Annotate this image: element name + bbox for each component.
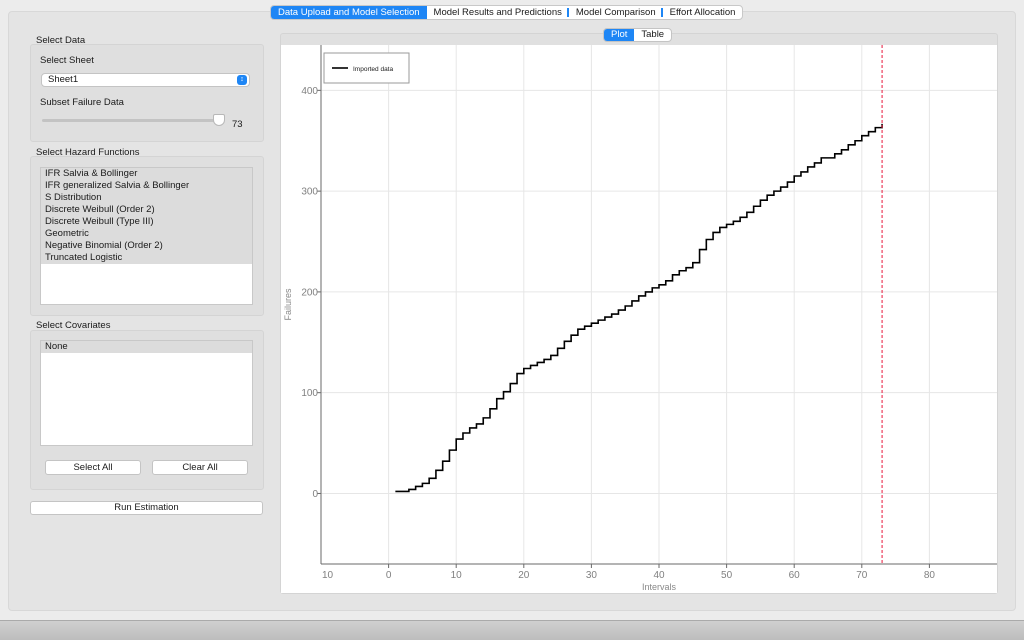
y-tick-label: 0 <box>312 489 318 500</box>
x-tick-label: 60 <box>789 570 801 581</box>
table-view-button[interactable]: Table <box>641 29 665 40</box>
x-tick-label: 70 <box>856 570 868 581</box>
y-tick-label: 400 <box>301 86 318 97</box>
hazard-functions-title: Select Hazard Functions <box>36 147 140 158</box>
view-toggle: Plot Table <box>603 28 673 42</box>
x-tick-label: 80 <box>924 570 936 581</box>
select-data-group <box>30 44 264 142</box>
hazard-item-7[interactable]: Truncated Logistic <box>41 252 252 264</box>
tab-effort-allocation[interactable]: Effort Allocation <box>669 7 736 18</box>
plot-view-button[interactable]: Plot <box>604 29 635 41</box>
hazard-item-2[interactable]: S Distribution <box>41 192 252 204</box>
y-tick-label: 300 <box>301 187 318 198</box>
tab-model-results[interactable]: Model Results and Predictions <box>427 6 570 19</box>
x-axis-label: Intervals <box>642 582 677 592</box>
covariate-item-0[interactable]: None <box>41 341 252 353</box>
y-axis-label: Failures <box>283 288 293 321</box>
x-tick-label: 50 <box>721 570 733 581</box>
subset-value: 73 <box>232 119 243 130</box>
failures-chart: 0 10 20 30 40 50 60 70 80100100200300400Interval… <box>283 45 997 592</box>
hazard-item-5[interactable]: Geometric <box>41 228 252 240</box>
legend-label: Imported data <box>353 66 393 73</box>
subset-slider-track[interactable] <box>42 119 222 122</box>
x-tick-label: 40 <box>653 570 665 581</box>
tab-data-upload[interactable]: Data Upload and Model Selection <box>271 6 427 19</box>
x-tick-label: 0 <box>386 570 392 581</box>
hazard-functions-list[interactable]: IFR Salvia & Bollinger IFR generalized Sa… <box>40 167 253 305</box>
hazard-item-4[interactable]: Discrete Weibull (Type III) <box>41 216 252 228</box>
select-all-button[interactable]: Select All <box>45 460 141 475</box>
x-tick-label: 20 <box>518 570 530 581</box>
chevron-updown-icon: ↕ <box>237 75 247 85</box>
covariates-list[interactable]: None <box>40 340 253 446</box>
plot-canvas: 0 10 20 30 40 50 60 70 80 10 0 100 200 300 400 Interval… <box>281 45 997 593</box>
y-tick-label: 200 <box>301 287 318 298</box>
x-tick-label: 30 <box>586 570 598 581</box>
main-tab-bar: Data Upload and Model Selection Model Re… <box>270 5 744 20</box>
hazard-item-0[interactable]: IFR Salvia & Bollinger <box>41 168 252 180</box>
run-estimation-button[interactable]: Run Estimation <box>30 501 263 515</box>
sheet-select[interactable]: Sheet1 ↕ <box>41 73 250 87</box>
hazard-item-1[interactable]: IFR generalized Salvia & Bollinger <box>41 180 252 192</box>
imported-data-line <box>395 123 883 493</box>
subset-failure-label: Subset Failure Data <box>40 97 124 108</box>
select-data-title: Select Data <box>36 35 86 46</box>
tab-model-comparison[interactable]: Model Comparison <box>569 6 663 19</box>
x-edge-tick-label: 10 <box>322 570 334 581</box>
hazard-item-3[interactable]: Discrete Weibull (Order 2) <box>41 204 252 216</box>
y-tick-label: 100 <box>301 388 318 399</box>
hazard-item-6[interactable]: Negative Binomial (Order 2) <box>41 240 252 252</box>
covariates-title: Select Covariates <box>36 320 111 331</box>
x-tick-label: 10 <box>451 570 463 581</box>
select-sheet-label: Select Sheet <box>40 55 94 66</box>
taskbar <box>0 620 1024 640</box>
sheet-select-value: Sheet1 <box>48 74 79 85</box>
clear-all-button[interactable]: Clear All <box>152 460 248 475</box>
subset-slider-handle[interactable] <box>213 114 226 126</box>
